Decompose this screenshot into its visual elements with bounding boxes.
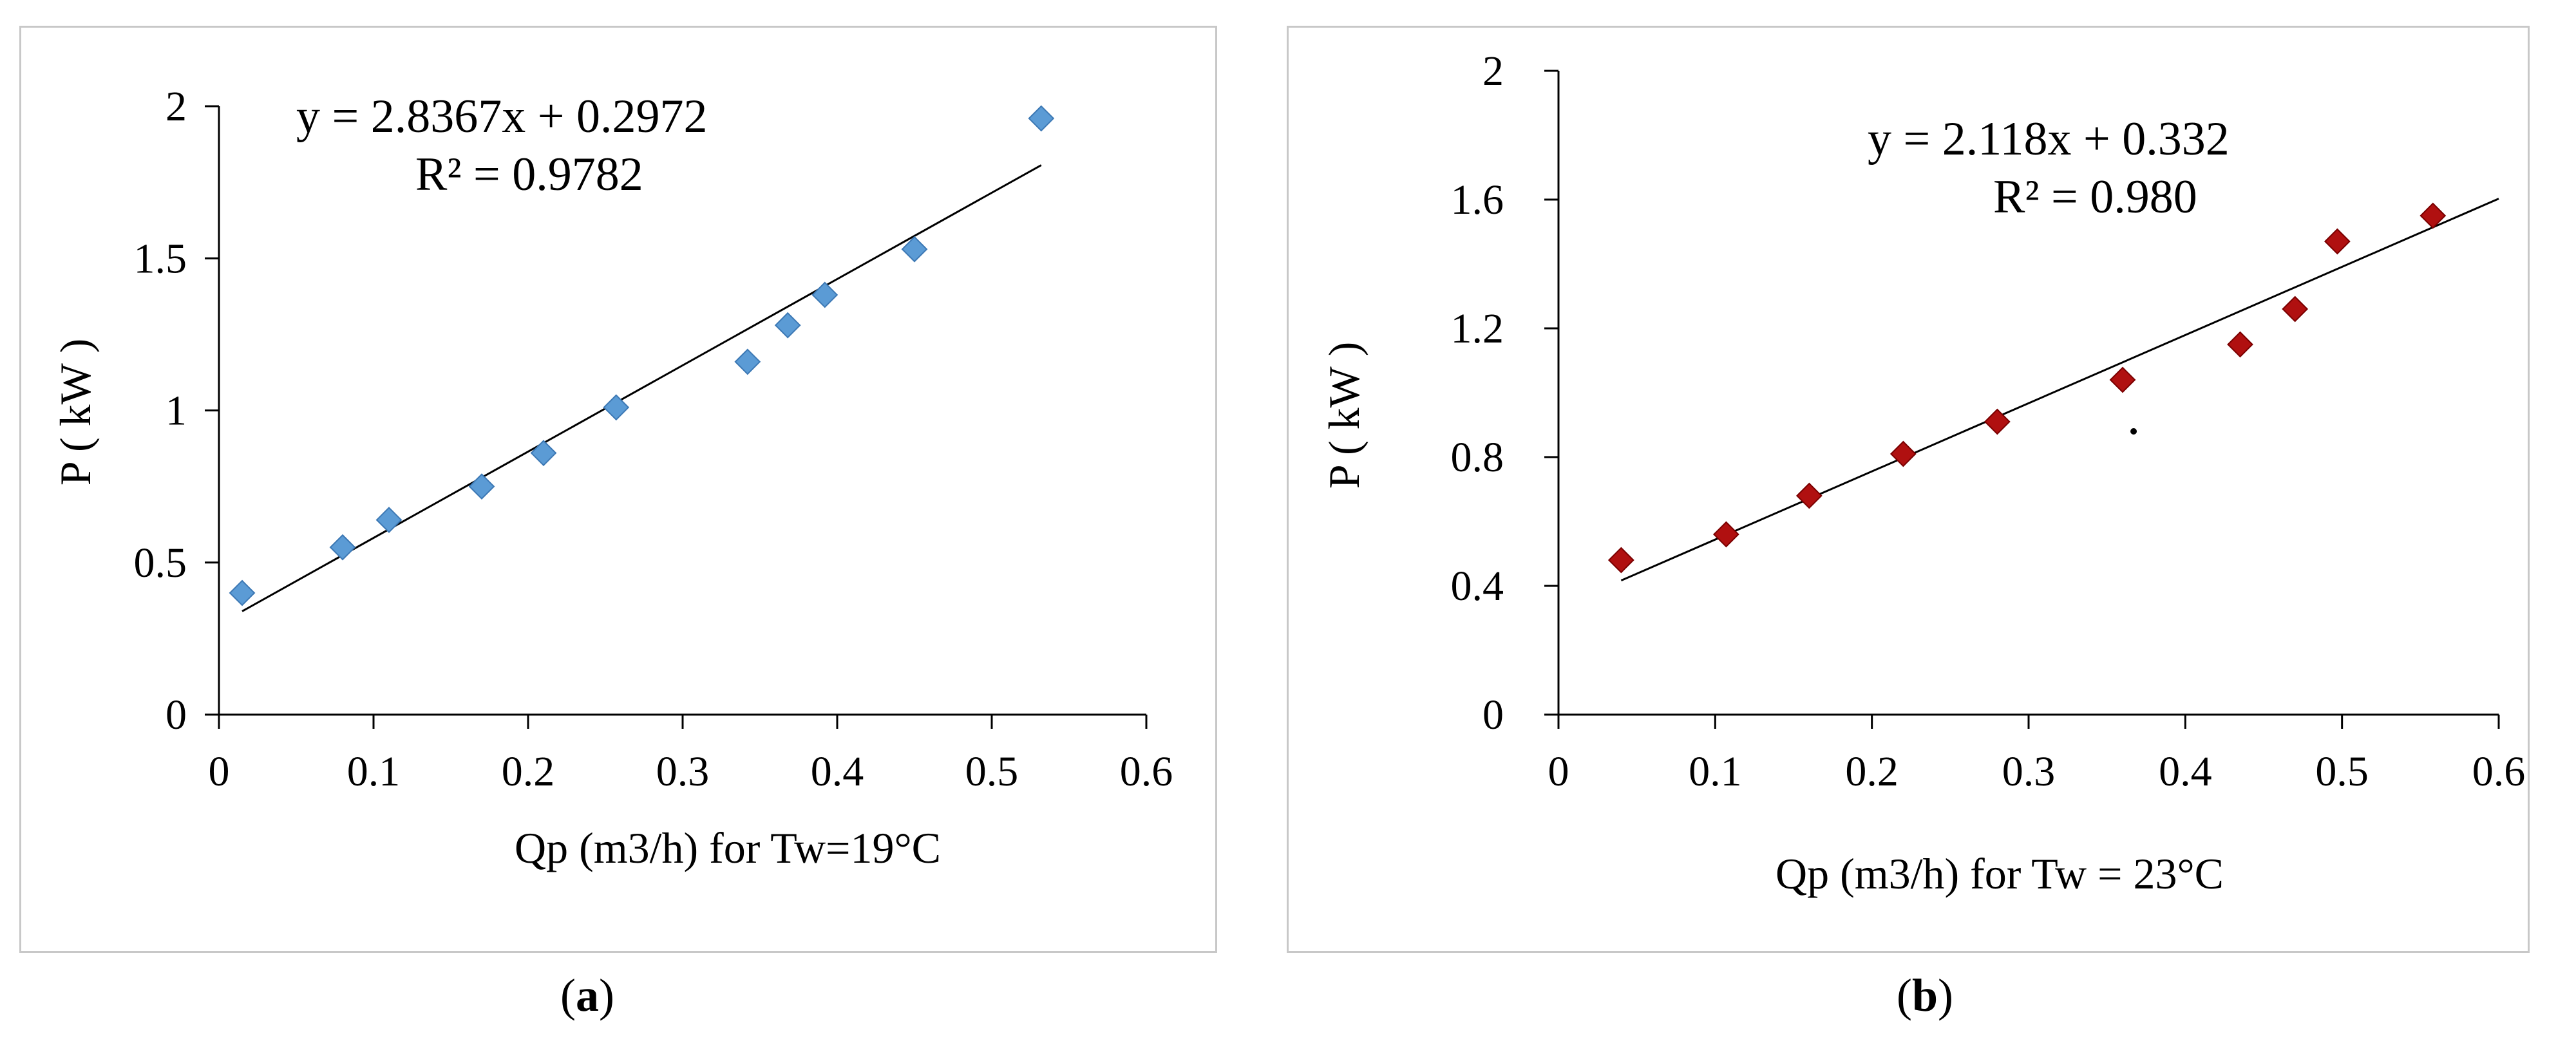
data-point-a bbox=[1028, 105, 1055, 132]
data-point-a bbox=[774, 312, 801, 339]
x-axis-title-a: Qp (m3/h) for Tw=19°C bbox=[515, 823, 941, 872]
data-point-b bbox=[1889, 440, 1917, 467]
y-tick-label-b: 1.2 bbox=[1451, 305, 1504, 352]
panel-b-frame bbox=[1287, 26, 2530, 953]
chart-b: 0 0.4 0.8 1.2 1.6 2 0 0.1 0.2 0.3 0.4 0.5 0.6 Qp (m3/… bbox=[1320, 48, 2525, 898]
x-tick-label-b: 0.3 bbox=[2002, 748, 2056, 795]
x-tick-label-a: 0.3 bbox=[656, 748, 710, 795]
x-tick-label-b: 0.2 bbox=[1845, 748, 1899, 795]
r-squared-b: R² = 0.980 bbox=[1993, 171, 2197, 223]
data-point-b bbox=[1984, 408, 2011, 435]
y-tick-label-a: 1 bbox=[166, 388, 187, 435]
data-point-a bbox=[530, 440, 557, 467]
caption-b: (b) bbox=[1897, 970, 1954, 1021]
x-axis-title-b: Qp (m3/h) for Tw = 23°C bbox=[1776, 849, 2224, 898]
caption-b-letter: b bbox=[1911, 970, 1938, 1021]
r-squared-a: R² = 0.9782 bbox=[415, 148, 643, 201]
caption-a-letter: a bbox=[575, 970, 599, 1021]
data-point-b bbox=[2324, 228, 2351, 255]
y-tick-label-a: 1.5 bbox=[134, 235, 187, 282]
trendline-a bbox=[242, 164, 1042, 612]
data-point-a bbox=[811, 281, 838, 308]
x-tick-label-a: 0.6 bbox=[1120, 748, 1173, 795]
y-tick-label-a: 2 bbox=[166, 83, 187, 130]
data-point-a bbox=[468, 473, 495, 500]
x-tick-label-a: 0.5 bbox=[965, 748, 1019, 795]
x-tick-label-b: 0.5 bbox=[2315, 748, 2369, 795]
data-point-a bbox=[375, 507, 402, 534]
y-axis-title-b: P ( kW ) bbox=[1320, 342, 1368, 489]
data-point-b bbox=[2109, 366, 2136, 393]
y-tick-label-b: 1.6 bbox=[1451, 176, 1504, 223]
data-point-b bbox=[1712, 521, 1739, 548]
data-point-b bbox=[2420, 202, 2447, 229]
stray-dot-b bbox=[2130, 428, 2137, 435]
data-point-b bbox=[1607, 547, 1634, 574]
trendline-b bbox=[1620, 198, 2499, 582]
y-tick-label-b: 0 bbox=[1482, 691, 1504, 738]
x-tick-label-a: 0 bbox=[209, 748, 230, 795]
x-tick-label-b: 0 bbox=[1548, 748, 1569, 795]
x-tick-label-a: 0.2 bbox=[502, 748, 555, 795]
data-point-a bbox=[329, 534, 356, 561]
y-tick-label-a: 0.5 bbox=[134, 540, 187, 587]
data-point-b bbox=[1795, 482, 1823, 509]
x-tick-label-b: 0.6 bbox=[2472, 748, 2526, 795]
chart-a: 0 0.5 1 1.5 2 0 0.1 0.2 0.3 0.4 0.5 0.6 Qp (m3/h) fo… bbox=[51, 83, 1173, 872]
y-axis-title-a: P ( kW ) bbox=[51, 339, 100, 486]
data-point-b bbox=[2227, 331, 2253, 358]
caption-a: (a) bbox=[560, 970, 614, 1021]
y-tick-label-b: 0.8 bbox=[1451, 434, 1504, 481]
y-tick-label-b: 2 bbox=[1482, 48, 1504, 95]
x-tick-label-b: 0.1 bbox=[1689, 748, 1742, 795]
data-point-a bbox=[603, 394, 630, 421]
data-point-b bbox=[2282, 296, 2309, 323]
trend-equation-b: y = 2.118x + 0.332 bbox=[1868, 113, 2230, 165]
data-point-a bbox=[901, 236, 928, 263]
trend-equation-a: y = 2.8367x + 0.2972 bbox=[296, 90, 707, 143]
data-point-a bbox=[229, 579, 256, 606]
y-tick-label-b: 0.4 bbox=[1451, 563, 1504, 610]
x-tick-label-a: 0.1 bbox=[347, 748, 401, 795]
data-point-a bbox=[734, 348, 761, 375]
x-tick-label-b: 0.4 bbox=[2159, 748, 2212, 795]
x-tick-label-a: 0.4 bbox=[811, 748, 864, 795]
y-tick-label-a: 0 bbox=[166, 691, 187, 738]
